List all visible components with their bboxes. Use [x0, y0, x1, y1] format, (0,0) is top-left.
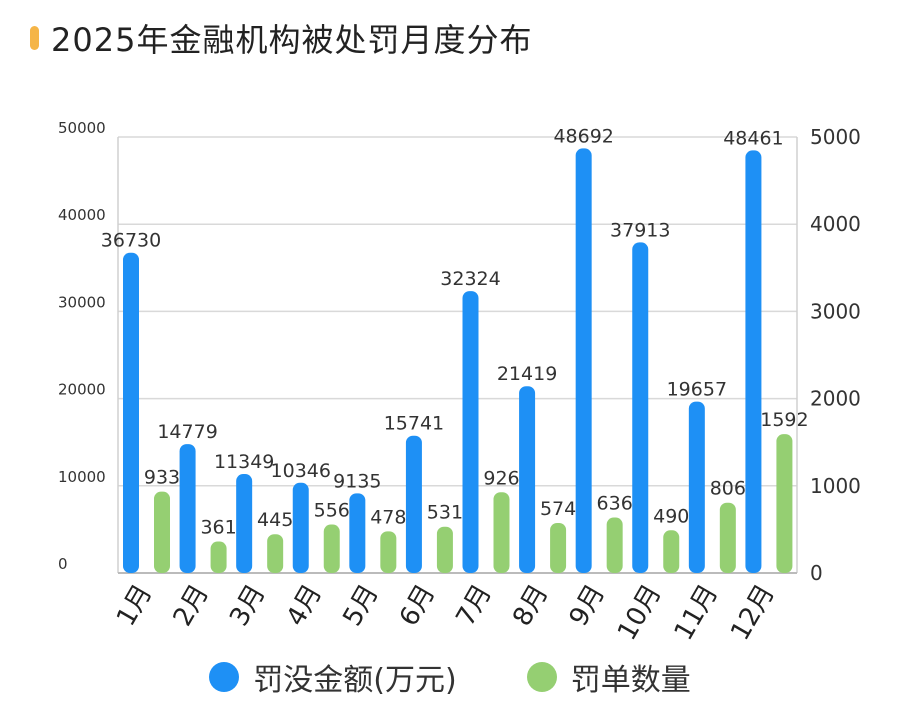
data-label-count: 556 [314, 500, 350, 522]
bar-count [719, 502, 736, 573]
data-label-amount: 36730 [101, 230, 161, 252]
bar-count [323, 524, 340, 573]
bar-count [606, 517, 623, 573]
y-right-tick-label: 5000 [810, 125, 861, 149]
y-right-tick-label: 0 [810, 561, 823, 585]
x-tick-label: 11月 [669, 580, 725, 646]
x-tick-label: 2月 [168, 580, 215, 632]
legend-label-amount: 罚没金额(万元) [253, 663, 457, 698]
bar-amount [179, 444, 196, 573]
bar-count [210, 541, 227, 573]
data-label-count: 806 [710, 478, 746, 500]
bar-count [380, 531, 397, 573]
bar-count [493, 492, 510, 573]
chart-title: 2025年金融机构被处罚月度分布 [51, 21, 533, 59]
title-accent-bar [30, 26, 39, 50]
bar-amount [292, 482, 309, 573]
y-left-tick-label: 20000 [58, 381, 106, 399]
y-left-tick-label: 0 [58, 555, 68, 573]
x-tick-label: 5月 [337, 580, 384, 632]
bar-count [436, 526, 453, 573]
y-right-tick-label: 2000 [810, 387, 861, 411]
x-tick-label: 8月 [507, 580, 554, 632]
data-label-count: 478 [370, 506, 406, 528]
data-label-amount: 32324 [440, 268, 500, 290]
bar-count [550, 522, 567, 573]
title-bar: 2025年金融机构被处罚月度分布 [30, 18, 533, 59]
bar-amount [123, 252, 139, 573]
y-left-tick-label: 40000 [58, 206, 106, 224]
data-label-count: 574 [540, 498, 576, 520]
bar-amount [575, 148, 592, 573]
data-label-amount: 15741 [384, 413, 444, 435]
data-label-count: 636 [597, 493, 633, 515]
y-right-tick-label: 4000 [810, 212, 861, 236]
bar-count [663, 530, 680, 573]
data-label-amount: 9135 [333, 470, 381, 492]
legend-swatch-amount [209, 662, 240, 692]
bar-amount [688, 401, 705, 573]
x-tick-label: 4月 [281, 580, 328, 632]
y-left-tick-label: 50000 [58, 119, 106, 137]
legend-swatch-count [526, 662, 557, 692]
x-tick-label: 1月 [111, 580, 158, 632]
data-label-count: 361 [200, 517, 236, 539]
legend-label-count: 罚单数量 [570, 663, 691, 698]
data-label-count: 933 [144, 467, 180, 489]
y-left-tick-label: 10000 [58, 468, 106, 486]
data-label-count: 531 [427, 502, 463, 524]
data-label-count: 926 [483, 467, 519, 489]
data-label-count: 490 [653, 505, 689, 527]
bar-amount [462, 291, 479, 573]
data-label-count: 1592 [760, 409, 808, 431]
bar-amount [519, 386, 536, 573]
data-label-amount: 48692 [553, 125, 613, 147]
bar-amount [632, 242, 649, 574]
bar-amount [236, 474, 253, 573]
chart-area: 0 10000 20000 30000 40000 50000 0 1000 2000 3000 4… [58, 119, 861, 646]
bar-amount [745, 150, 762, 573]
data-label-amount: 37913 [610, 219, 670, 241]
x-tick-label: 3月 [224, 580, 271, 632]
y-left-tick-label: 30000 [58, 293, 106, 311]
x-tick-label: 7月 [451, 580, 498, 632]
bar-count [154, 491, 170, 573]
legend: 罚没金额(万元) 罚单数量 [0, 655, 900, 699]
data-label-amount: 48461 [723, 127, 783, 149]
x-tick-label: 12月 [725, 580, 781, 646]
y-right-tick-label: 1000 [810, 474, 861, 498]
x-tick-label: 10月 [612, 580, 668, 646]
data-label-amount: 14779 [157, 421, 217, 443]
bar-count [267, 534, 284, 573]
x-tick-label: 9月 [564, 580, 611, 632]
data-label-count: 445 [257, 509, 293, 531]
legend-item-count[interactable]: 罚单数量 [526, 655, 691, 699]
bar-amount [405, 435, 422, 573]
data-label-amount: 10346 [271, 460, 331, 482]
bar-count [776, 434, 793, 573]
y-right-tick-label: 3000 [810, 299, 861, 323]
data-label-amount: 19657 [667, 379, 727, 401]
data-label-amount: 11349 [214, 451, 274, 473]
x-tick-label: 6月 [394, 580, 441, 632]
legend-item-amount[interactable]: 罚没金额(万元) [209, 655, 457, 699]
bar-amount [349, 493, 366, 573]
data-label-amount: 21419 [497, 363, 557, 385]
